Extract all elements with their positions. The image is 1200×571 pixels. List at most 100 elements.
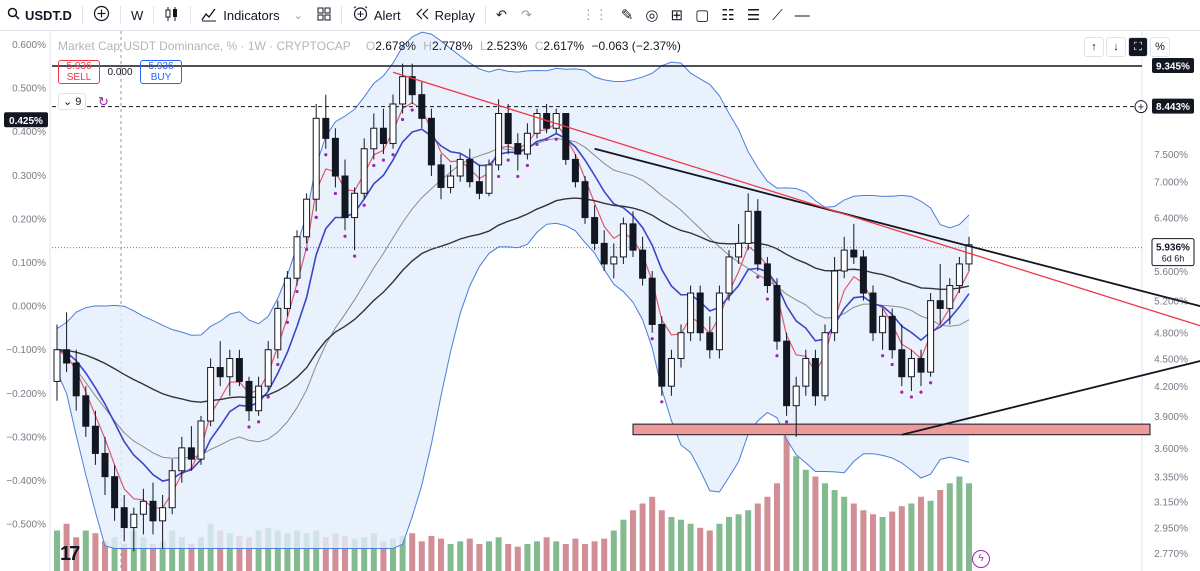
candle-body [197, 420, 205, 460]
candle-body [351, 192, 359, 219]
rectangle-tool[interactable]: ▢ [689, 6, 715, 24]
indicators-button[interactable]: Indicators ⌄ [194, 0, 310, 30]
trendline-tool[interactable]: ⟋ [766, 7, 789, 24]
candle-body [389, 103, 397, 145]
left-axis-tick-label: −0.300% [6, 432, 46, 443]
ma-marker-dot [362, 203, 366, 207]
rewind-icon [415, 8, 430, 23]
candle-body [725, 256, 733, 294]
left-axis-tick-label: −0.400% [6, 476, 46, 487]
ascending-support-black [901, 360, 1200, 436]
candle-body [283, 277, 291, 309]
candle-body [936, 300, 944, 309]
compare-button[interactable] [86, 0, 117, 30]
left-axis-tick-label: 0.500% [12, 84, 46, 95]
volume-bar [217, 530, 224, 571]
candle-body [917, 358, 925, 373]
ema-medium-blue [56, 128, 970, 482]
text-tool[interactable]: ☰ [741, 6, 766, 24]
indicators-toggle[interactable]: ⌄ 9 [58, 93, 87, 110]
volume-bar [793, 456, 800, 571]
list-icon: ☰ [746, 7, 761, 24]
percent-button[interactable]: % [1150, 37, 1170, 57]
candle-body [456, 158, 464, 177]
left-axis-highlight-tag [4, 112, 48, 128]
interval-button[interactable]: W [130, 7, 144, 23]
volume-bar [313, 530, 320, 571]
ma-marker-dot [305, 247, 309, 251]
ma-marker-dot [929, 381, 933, 385]
fullscreen-button[interactable]: ⛶ [1128, 37, 1148, 57]
right-axis-tick-label: 4.500% [1154, 355, 1188, 366]
undo-button[interactable]: ↶ [489, 0, 514, 30]
candle-body [514, 143, 522, 155]
volume-bar [495, 537, 502, 571]
sell-button[interactable]: 5.936 SELL [58, 60, 100, 84]
redo-button[interactable]: ↷ [514, 0, 539, 30]
price-chart[interactable]: 0.600% 0.500% 0.400% 0.300% 0.200% 0.100% 0.00… [0, 31, 1200, 571]
candle-body [927, 300, 935, 373]
indicators-icon [201, 6, 217, 25]
candle-body [783, 340, 791, 407]
frame-tool[interactable]: ⊞ [665, 6, 690, 24]
target-icon: ◎ [645, 7, 659, 24]
chevron-down-icon: ⌄ [63, 96, 73, 108]
volume-bar [447, 544, 454, 571]
replay-button[interactable]: Replay [408, 0, 482, 30]
horizontal-line-tool[interactable]: — [789, 7, 816, 24]
volume-bar [831, 490, 838, 571]
candle-body [303, 198, 311, 238]
candle-body [264, 349, 272, 387]
volume-bar [524, 544, 531, 571]
volume-bar [745, 510, 752, 571]
rectangle-icon: ▢ [695, 7, 710, 24]
chevron-down-icon[interactable]: ⌄ [293, 9, 303, 22]
candle-body [821, 332, 829, 397]
volume-bar [802, 469, 809, 571]
alert-button[interactable]: Alert [345, 0, 408, 30]
volume-bar [543, 537, 550, 571]
buy-button[interactable]: 5.936 BUY [140, 60, 182, 84]
candle-body [360, 148, 368, 194]
settings-tool[interactable]: ☷ [715, 6, 740, 24]
buy-label: BUY [150, 72, 172, 83]
ma-marker-dot [650, 337, 654, 341]
scroll-up-button[interactable]: ↑ [1084, 37, 1104, 57]
candle-body [437, 164, 445, 188]
volume-bar [678, 519, 684, 571]
volume-bar [620, 519, 627, 571]
candle-body [159, 507, 167, 522]
scroll-down-button[interactable]: ↓ [1106, 37, 1126, 57]
pencil-tool[interactable]: ✎ [615, 6, 640, 24]
circle-tool[interactable]: ◎ [639, 6, 664, 24]
volume-bar [351, 538, 358, 571]
candle-body [754, 210, 762, 265]
candle-body [888, 315, 896, 351]
refresh-icon[interactable]: ↻ [98, 94, 109, 109]
layouts-button[interactable] [310, 0, 338, 30]
candle-body [495, 113, 503, 166]
candle-body [245, 380, 253, 412]
ma-marker-dot [257, 420, 261, 424]
left-axis-highlight-label: 0.425% [9, 116, 43, 127]
candle-body [879, 315, 887, 334]
ma-marker-dot [506, 158, 510, 162]
candle-body [571, 158, 579, 183]
volume-bar [582, 544, 588, 571]
price-tag [1152, 58, 1194, 74]
volume-bar [380, 541, 387, 571]
candle-body [130, 513, 138, 529]
volume-bar [265, 527, 272, 571]
candle-body [293, 236, 301, 279]
lightning-icon[interactable]: ϟ [972, 550, 990, 568]
volume-bar [169, 530, 176, 571]
chart-type-button[interactable] [157, 0, 187, 30]
low-value: 2.523% [486, 39, 528, 53]
volume-bar [908, 503, 915, 571]
symbol-search[interactable]: USDT.D [0, 0, 79, 30]
candle-body [82, 395, 90, 427]
support-zone [632, 423, 1151, 436]
volume-bar [82, 530, 89, 571]
drag-handle[interactable]: ⋮⋮ [575, 0, 615, 30]
left-axis-tick-label: −0.100% [6, 345, 46, 356]
